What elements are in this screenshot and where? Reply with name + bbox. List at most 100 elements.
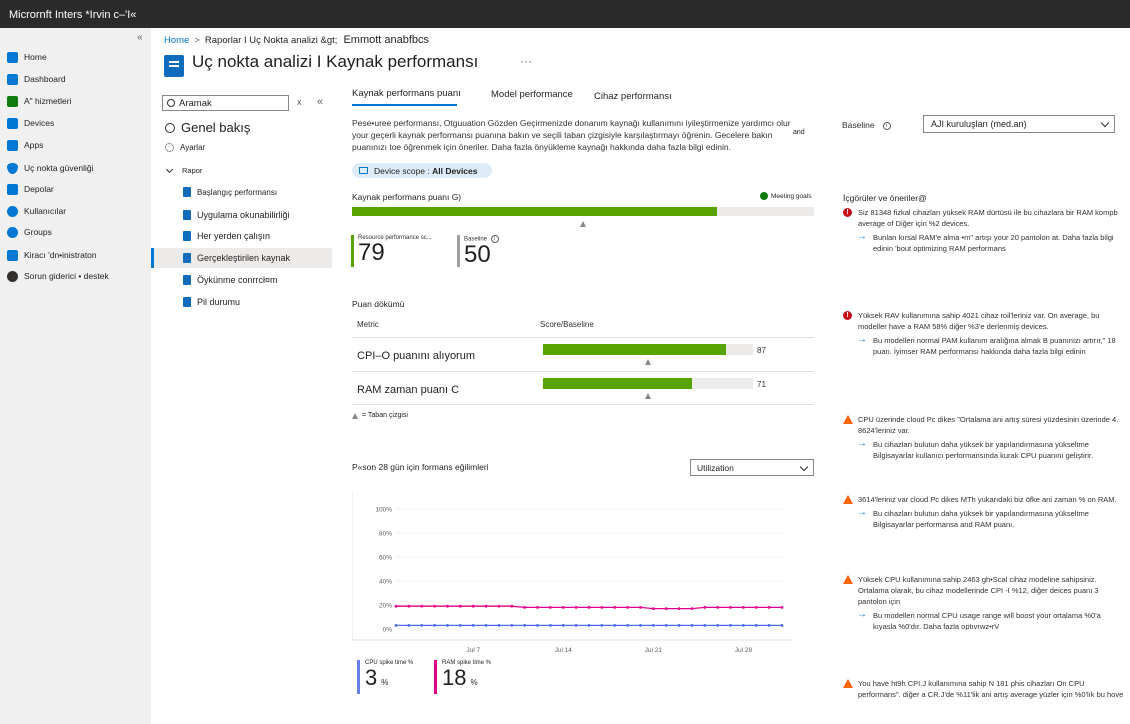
x-tick-label: Jul 7 <box>466 647 480 654</box>
insight-action-link[interactable]: Bu modelleri normal CPU usage range will… <box>873 611 1101 631</box>
subnav-startup-performance[interactable]: Başlangıç performansı <box>183 187 277 197</box>
data-point-cpu <box>639 624 642 627</box>
kpi-baseline-value: 50 <box>464 241 491 268</box>
apps-icon <box>7 139 18 151</box>
tenant-admin-icon <box>7 249 18 261</box>
utilization-dropdown[interactable]: Utilization <box>690 459 814 476</box>
data-point-cpu <box>716 624 720 627</box>
nav-item-users[interactable]: Kullanıcılar <box>7 203 66 219</box>
data-point-cpu <box>510 624 514 627</box>
kpi-ram-spike: RAM spike time % 18% <box>434 660 491 694</box>
collapse-panel-icon[interactable]: « <box>317 96 324 108</box>
collapse-nav-icon[interactable]: « <box>137 32 143 43</box>
subnav-work-from-anywhere[interactable]: Her yerden çalışın <box>183 231 270 241</box>
breadcrumb-home-link[interactable]: Home <box>164 35 190 46</box>
selected-item-highlight <box>151 248 332 268</box>
tab-resource-performance-score[interactable]: Kaynak performans puanı <box>352 88 461 99</box>
subnav-reports-group[interactable]: Rapor <box>165 165 202 175</box>
insight-action-link[interactable]: Bu cihazları bulutun daha yüksek bir yap… <box>873 440 1094 460</box>
divider <box>352 337 814 338</box>
nav-item-groups[interactable]: Groups <box>7 224 52 240</box>
breakdown-title: Puan dökümü <box>352 299 405 309</box>
data-point-cpu <box>394 624 398 627</box>
nav-item-troubleshooting[interactable]: Sorun giderici • destek <box>7 268 109 284</box>
home-icon <box>7 51 18 63</box>
info-icon[interactable]: i <box>490 235 499 243</box>
subnav-app-reliability[interactable]: Uygulama okunabilirliği <box>183 210 290 220</box>
report-icon <box>164 55 184 77</box>
data-point-ram <box>664 607 668 610</box>
data-point-ram <box>394 604 398 608</box>
subnav-resource-performance[interactable]: Gerçekleştirilen kaynak <box>183 253 290 263</box>
device-scope-pill[interactable]: Device scope : All Devices <box>352 163 492 178</box>
subnav-overview[interactable]: Genel bakış <box>165 120 250 135</box>
info-icon[interactable]: i <box>882 121 891 130</box>
nav-item-apps[interactable]: Apps <box>7 137 43 153</box>
insight-item: You have ht9h CPI.J kullanımına sahip N … <box>843 678 1125 700</box>
nav-item-services[interactable]: A" hizmetleri <box>7 93 71 109</box>
warning-icon <box>843 495 853 504</box>
insights-title: İçgörüler ve öneriler@ <box>843 193 927 203</box>
insight-action-link[interactable]: Bu cihazları bulutun daha yüksek bir yap… <box>873 509 1089 529</box>
data-point-cpu <box>523 624 527 627</box>
nav-item-home[interactable]: Home <box>7 49 47 65</box>
trend-title: P«son 28 gün için formans eğilimleri <box>352 462 489 472</box>
data-point-cpu <box>703 624 707 627</box>
insight-action-link[interactable]: Bunları kırsal RAM'e alma •m" artışı you… <box>873 233 1114 253</box>
arrow-right-icon: → <box>857 438 867 449</box>
page-title: Uç nokta analizi I Kaynak performansı <box>192 52 479 71</box>
y-tick-label: 80% <box>379 531 392 538</box>
data-point-ram <box>433 604 436 608</box>
data-point-ram <box>754 606 758 609</box>
data-point-ram <box>561 606 565 609</box>
trend-chart: 0% 20% 40% 60% 80% 100% Jul 7 Jul 14 Jul 21 Jul 2… <box>352 492 792 654</box>
metric-value: 71 <box>757 380 766 389</box>
data-point-ram <box>716 606 720 609</box>
subnav-battery-health[interactable]: Pil durumu <box>183 297 240 307</box>
kpi-cpu-spike-value: 3 <box>365 665 378 690</box>
nav-item-endpoint-security[interactable]: Uç nokta güvenliği <box>7 160 93 176</box>
data-point-cpu <box>561 624 565 627</box>
services-icon <box>7 95 18 107</box>
baseline-dropdown[interactable]: AJI kuruluşları (med.an) <box>923 115 1115 133</box>
data-point-ram <box>420 604 424 608</box>
subnav-settings[interactable]: Ayarlar <box>165 143 205 152</box>
intro-line: puanınızı toe öğrenmek için öneriler. Da… <box>352 142 731 152</box>
search-input[interactable]: Aramak <box>162 95 289 111</box>
check-circle-icon <box>760 192 768 200</box>
x-tick-label: Jul 21 <box>645 647 663 654</box>
y-tick-label: 0% <box>383 627 393 634</box>
data-point-cpu <box>626 624 629 627</box>
insight-item: ! Siz 81348 fizkal cihazları yüksek RAM d… <box>843 207 1125 254</box>
data-point-cpu <box>420 624 424 627</box>
nav-item-tenant-admin[interactable]: Kiracı 'dn•inistraton <box>7 247 97 263</box>
left-navigation: « Home Dashboard A" hizmetleri Devices A… <box>0 28 151 724</box>
data-point-ram <box>549 606 552 609</box>
clear-search-icon[interactable]: x <box>297 97 302 107</box>
shield-icon <box>7 162 18 174</box>
breadcrumb-current: Emmott anabfbcs <box>343 34 430 46</box>
more-options-icon[interactable]: ··· <box>520 54 532 68</box>
nav-item-reports[interactable]: Depolar <box>7 181 54 197</box>
report-icon <box>183 275 191 285</box>
data-point-ram <box>677 607 681 610</box>
error-icon: ! <box>843 208 852 217</box>
insight-item: Yüksek CPU kullanımına sahip 2463 gh•Sca… <box>843 574 1125 632</box>
nav-item-devices[interactable]: Devices <box>7 115 54 131</box>
insight-action-link[interactable]: Bu modelleri normal PAM kullanım aralığı… <box>873 336 1116 356</box>
data-point-ram <box>407 604 411 608</box>
intro-line: Pese•uree performansı, Otguuation Gözden… <box>352 118 791 128</box>
breadcrumb-path[interactable]: Raporlar I Uç Nokta analizi &gt; <box>204 35 338 46</box>
subnav-model-performance[interactable]: Öykünme conrrcł¤m <box>183 275 278 285</box>
reports-icon <box>7 183 18 195</box>
kpi-resource-score-value: 79 <box>358 239 385 266</box>
chevron-down-icon <box>1100 118 1110 128</box>
metric-ram-score: RAM zaman puanı C <box>357 384 460 396</box>
selected-item-indicator <box>151 248 154 268</box>
users-icon <box>7 205 18 217</box>
data-point-cpu <box>497 624 501 627</box>
kpi-cpu-spike: CPU spike time % 3% <box>357 660 413 694</box>
tab-model-performance[interactable]: Model performance <box>491 89 573 100</box>
tab-device-performance[interactable]: Cihaz performansı <box>594 91 672 102</box>
nav-item-dashboard[interactable]: Dashboard <box>7 71 66 87</box>
